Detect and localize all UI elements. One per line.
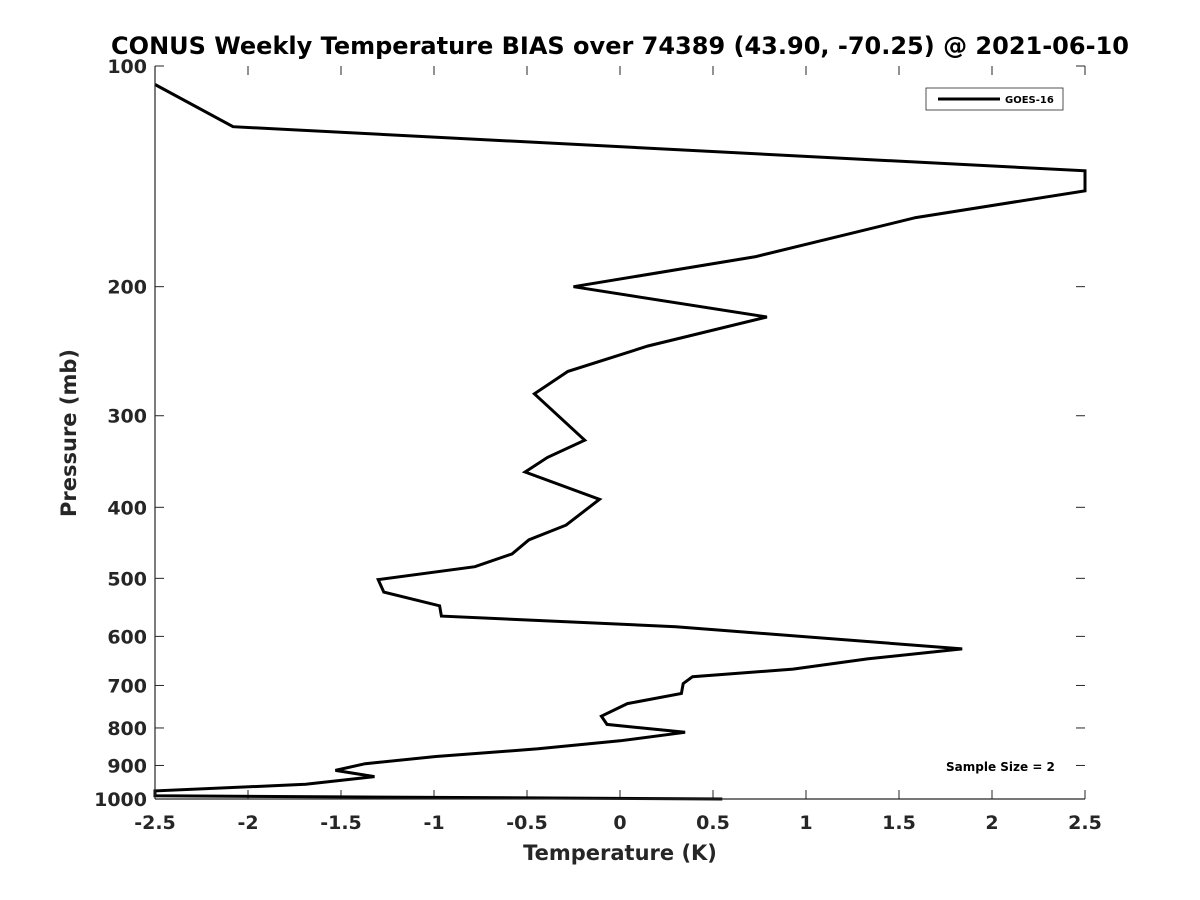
- legend-entry-goes-16: GOES-16: [1005, 95, 1054, 106]
- x-tick-label: 2: [985, 812, 998, 834]
- y-tick-label: 100: [107, 56, 147, 78]
- y-tick-label: 500: [107, 568, 147, 590]
- series-line-goes-16: [153, 83, 1087, 801]
- x-tick-label: -0.5: [506, 812, 548, 834]
- y-tick-label: 1000: [94, 789, 147, 811]
- y-tick-label: 200: [107, 277, 147, 299]
- legend: GOES-16: [925, 87, 1064, 111]
- x-tick-label: -1: [423, 812, 444, 834]
- x-tick-label: 0.5: [696, 812, 730, 834]
- y-tick-label: 600: [107, 626, 147, 648]
- y-axis-label: Pressure (mb): [57, 349, 81, 517]
- x-tick-label: 2.5: [1068, 812, 1102, 834]
- x-tick-label: -1.5: [320, 812, 362, 834]
- series-layer: [153, 83, 1087, 801]
- y-tick-label: 400: [107, 497, 147, 519]
- y-tick-label: 300: [107, 406, 147, 428]
- sample-size-annotation: Sample Size = 2: [946, 760, 1055, 774]
- y-tick-label: 900: [107, 755, 147, 777]
- chart-title: CONUS Weekly Temperature BIAS over 74389…: [111, 32, 1129, 60]
- y-tick-label: 800: [107, 718, 147, 740]
- axis-ticks: -2.5 -2 -1.5 -1 -0.5 0 0.5 1 1.5 2 2.5 100 200 300 400…: [94, 56, 1102, 834]
- x-axis-label: Temperature (K): [523, 841, 717, 865]
- x-tick-label: -2: [237, 812, 258, 834]
- x-tick-label: 1: [799, 812, 812, 834]
- x-tick-label: 0: [613, 812, 626, 834]
- y-tick-label: 700: [107, 675, 147, 697]
- x-tick-label: -2.5: [134, 812, 176, 834]
- x-tick-label: 1.5: [882, 812, 916, 834]
